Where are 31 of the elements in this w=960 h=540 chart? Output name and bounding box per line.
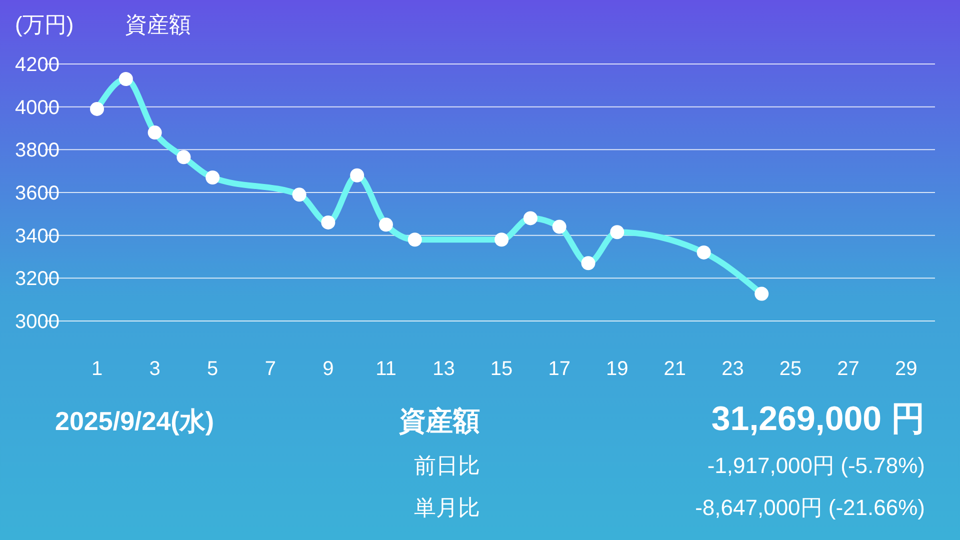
y-tick-label: 3800 xyxy=(15,140,60,162)
text: 資産額 xyxy=(398,406,480,436)
x-tick-label: 21 xyxy=(664,358,686,380)
x-tick-label: 25 xyxy=(779,358,802,380)
text: 2025/9/24(水) xyxy=(55,406,214,436)
x-tick-label: 19 xyxy=(606,358,628,380)
text: 前日比 xyxy=(414,453,480,478)
x-tick-label: 27 xyxy=(837,358,860,380)
x-tick-label: 1 xyxy=(91,358,103,380)
y-tick-label: 4000 xyxy=(15,96,60,119)
x-tick-label: 3 xyxy=(149,358,160,380)
text: -8,647,000円 (-21.66%) xyxy=(695,495,925,520)
x-tick-label: 29 xyxy=(894,358,918,380)
x-tick-label: 9 xyxy=(322,358,334,380)
y-tick-label: 3400 xyxy=(15,225,60,248)
y-tick-label: 3200 xyxy=(15,268,60,290)
x-tick-label: 15 xyxy=(490,358,513,380)
y-tick-label: 3000 xyxy=(15,311,60,333)
x-tick-label: 7 xyxy=(264,358,276,380)
x-tick-label: 13 xyxy=(432,358,455,380)
y-tick-label: 3600 xyxy=(15,182,60,204)
x-tick-label: 5 xyxy=(207,358,218,380)
text: 単月比 xyxy=(414,495,480,520)
text: 31,269,000 円 xyxy=(711,400,925,438)
chart-title: 資産額 xyxy=(125,12,191,37)
y-tick-label: 4200 xyxy=(15,54,60,76)
x-tick-label: 11 xyxy=(376,358,396,380)
x-tick-label: 17 xyxy=(548,358,570,380)
y-axis-title: (万円) xyxy=(15,12,74,37)
x-tick-label: 23 xyxy=(722,358,744,380)
text: -1,917,000円 (-5.78%) xyxy=(707,453,925,478)
